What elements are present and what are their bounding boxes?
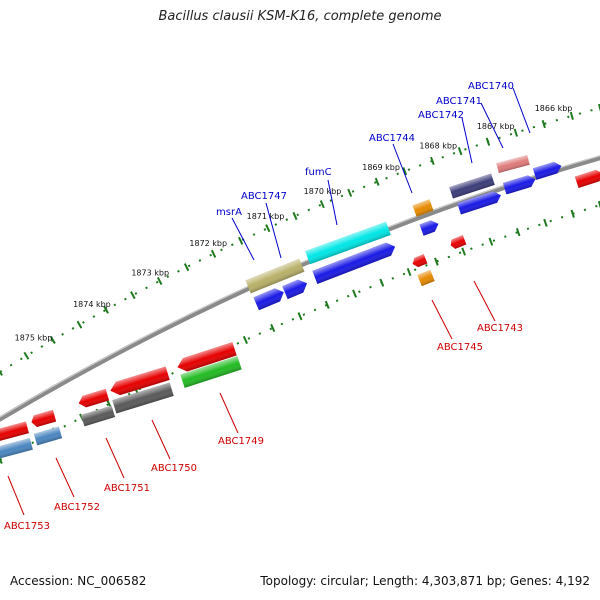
outer-major-tick bbox=[183, 263, 190, 272]
gene-fumc[interactable] bbox=[305, 221, 391, 265]
inner-major-tick bbox=[379, 278, 385, 287]
gene-abc1744b[interactable] bbox=[419, 218, 440, 236]
map-title: Bacillus clausii KSM-K16, complete genom… bbox=[158, 9, 442, 24]
outer-major-tick bbox=[238, 236, 244, 245]
outer-major-tick bbox=[50, 336, 56, 345]
genes-reverse bbox=[0, 235, 467, 460]
gene-abc1745b[interactable] bbox=[417, 269, 435, 287]
outer-major-tick bbox=[103, 305, 109, 314]
outer-major-tick bbox=[347, 188, 353, 197]
kbp-label: 1872 kbp bbox=[189, 239, 227, 248]
label-abc1747[interactable]: ABC1747 bbox=[241, 191, 287, 202]
outer-major-tick bbox=[23, 351, 30, 360]
gene-abc1751[interactable] bbox=[77, 388, 110, 409]
gene-abc1749b[interactable] bbox=[180, 356, 242, 388]
outer-major-tick bbox=[130, 291, 136, 300]
gene-abc1747b[interactable] bbox=[282, 277, 310, 300]
kbp-label: 1871 kbp bbox=[247, 212, 285, 221]
outer-major-tick bbox=[485, 137, 491, 146]
inner-major-tick bbox=[297, 312, 303, 321]
label-abc1740[interactable]: ABC1740 bbox=[468, 81, 514, 92]
outer-major-ticks bbox=[0, 103, 600, 376]
gene-abc1752[interactable] bbox=[30, 409, 57, 428]
topology-summary: Topology: circular; Length: 4,303,871 bp… bbox=[260, 574, 590, 588]
gene-abc1742[interactable] bbox=[449, 173, 495, 199]
kbp-label: 1869 kbp bbox=[362, 163, 400, 172]
outer-major-tick bbox=[0, 370, 3, 376]
gene-abc1747[interactable] bbox=[245, 258, 305, 294]
kbp-label: 1873 kbp bbox=[131, 268, 169, 277]
inner-major-tick bbox=[270, 323, 276, 333]
inner-major-tick bbox=[352, 289, 357, 298]
outer-major-tick bbox=[597, 103, 600, 112]
label-abc1752[interactable]: ABC1752 bbox=[54, 502, 100, 513]
gene-abc1744[interactable] bbox=[412, 199, 434, 217]
outer-major-tick bbox=[430, 156, 435, 166]
outer-major-tick bbox=[541, 119, 546, 129]
outer-major-tick bbox=[76, 320, 83, 329]
kbp-label: 1868 kbp bbox=[419, 142, 457, 151]
outer-major-tick bbox=[513, 128, 518, 137]
kbp-labels: 1866 kbp 1867 kbp 1868 kbp 1869 kbp 1870 kbp… bbox=[15, 104, 573, 342]
outer-major-tick bbox=[374, 177, 380, 186]
genes-forward bbox=[245, 155, 600, 311]
inner-major-tick bbox=[488, 237, 494, 246]
gene-abc1742b[interactable] bbox=[457, 189, 503, 215]
gene-abc1752b[interactable] bbox=[33, 426, 63, 446]
outer-major-tick bbox=[457, 147, 463, 156]
outer-major-tick bbox=[319, 200, 325, 209]
kbp-label: 1866 kbp bbox=[535, 104, 573, 113]
gene-abc1750[interactable] bbox=[108, 366, 170, 398]
outer-major-tick bbox=[265, 224, 271, 233]
inner-major-tick bbox=[597, 200, 600, 209]
outer-major-tick bbox=[156, 276, 163, 285]
label-abc1749[interactable]: ABC1749 bbox=[218, 436, 264, 447]
inner-major-tick bbox=[434, 257, 439, 266]
gene-fumc-b[interactable] bbox=[312, 240, 397, 284]
gene-abc1749[interactable] bbox=[175, 342, 237, 374]
inner-major-tick bbox=[461, 247, 466, 256]
kbp-label: 1875 kbp bbox=[15, 334, 53, 343]
inner-major-tick bbox=[242, 335, 248, 345]
inner-major-tick bbox=[0, 457, 3, 465]
label-abc1742[interactable]: ABC1742 bbox=[418, 110, 464, 121]
gene-msra[interactable] bbox=[253, 286, 286, 311]
gene-right-edge[interactable] bbox=[574, 168, 600, 189]
inner-major-tick bbox=[515, 228, 521, 237]
gene-abc1741[interactable] bbox=[532, 160, 563, 180]
kbp-label: 1867 kbp bbox=[477, 122, 515, 131]
label-abc1751[interactable]: ABC1751 bbox=[104, 483, 150, 494]
label-abc1753[interactable]: ABC1753 bbox=[4, 521, 50, 532]
gene-abc1743[interactable] bbox=[449, 235, 467, 250]
outer-major-tick bbox=[210, 249, 217, 258]
gene-abc1741b[interactable] bbox=[502, 174, 537, 195]
gene-abc1753[interactable] bbox=[0, 421, 29, 443]
outer-major-tick bbox=[402, 167, 408, 176]
label-fumc[interactable]: fumC bbox=[305, 167, 332, 178]
gene-abc1745[interactable] bbox=[411, 254, 428, 269]
kbp-label: 1874 kbp bbox=[73, 300, 111, 309]
kbp-label: 1870 kbp bbox=[304, 187, 342, 196]
gene-abc1753b[interactable] bbox=[0, 438, 33, 460]
inner-major-tick bbox=[543, 218, 548, 227]
gene-abc1740[interactable] bbox=[496, 155, 530, 173]
label-abc1750[interactable]: ABC1750 bbox=[151, 463, 197, 474]
outer-major-tick bbox=[292, 211, 298, 221]
inner-major-tick bbox=[570, 209, 575, 218]
gene-labels-reverse: ABC1743 ABC1745 ABC1749 ABC1750 ABC1751 … bbox=[4, 280, 523, 532]
gene-abc1751b[interactable] bbox=[80, 405, 116, 427]
label-abc1745[interactable]: ABC1745 bbox=[437, 342, 483, 353]
outer-major-tick bbox=[569, 111, 574, 120]
inner-major-tick bbox=[406, 267, 412, 277]
label-abc1741[interactable]: ABC1741 bbox=[436, 96, 482, 107]
gene-labels-forward: ABC1740 ABC1741 ABC1742 ABC1744 fumC ABC… bbox=[216, 81, 531, 261]
inner-major-tick bbox=[324, 300, 330, 309]
gene-abc1750b[interactable] bbox=[112, 382, 174, 414]
label-abc1743[interactable]: ABC1743 bbox=[477, 323, 523, 334]
label-msra[interactable]: msrA bbox=[216, 207, 242, 218]
accession-text: Accession: NC_006582 bbox=[10, 574, 147, 588]
label-abc1744[interactable]: ABC1744 bbox=[369, 133, 415, 144]
